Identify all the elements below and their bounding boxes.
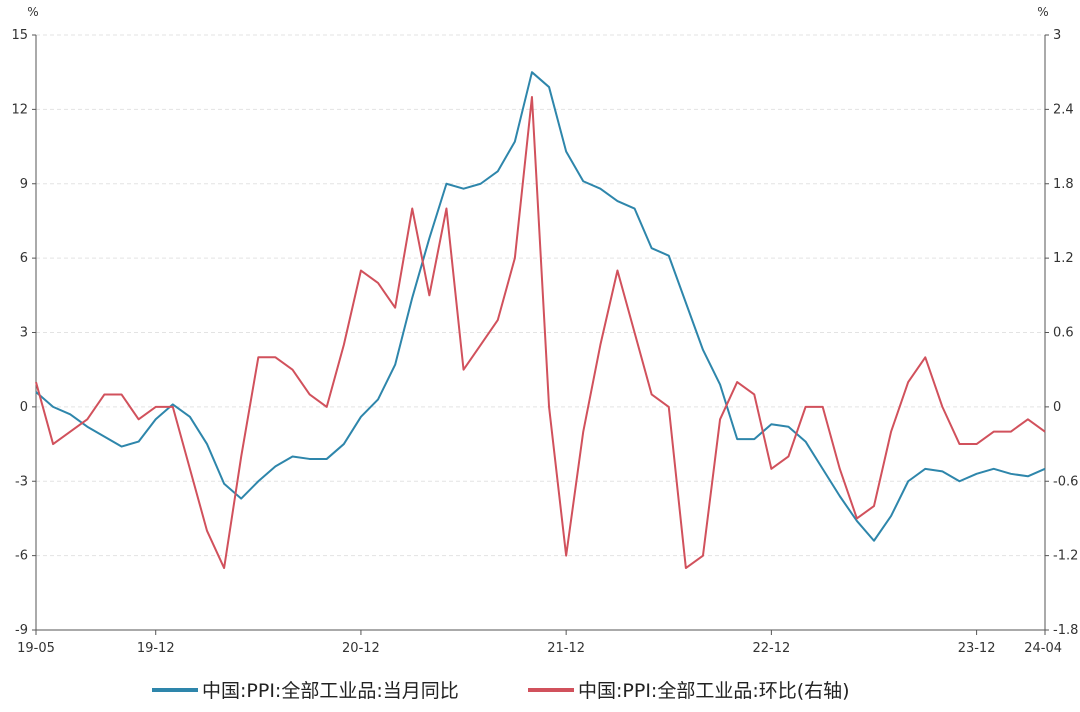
left-tick-label: 3 — [20, 326, 28, 341]
left-tick-label: -3 — [15, 474, 28, 489]
left-axis-unit: % — [27, 5, 38, 19]
series-line-mom — [35, 95, 1046, 570]
axes: 15 12 9 6 3 0 -3 -6 -9 3 2.4 1.8 1.2 0.6 0 -0.6 -1.2 -1.8… — [11, 5, 1078, 656]
legend-label-yoy: 中国:PPI:全部工业品:当月同比 — [202, 680, 459, 702]
left-tick-label: 12 — [11, 102, 28, 117]
left-tick-label: 9 — [20, 177, 28, 192]
legend-label-mom: 中国:PPI:全部工业品:环比(右轴) — [578, 680, 850, 702]
x-tick-label: 22-12 — [752, 641, 790, 656]
right-tick-label: -0.6 — [1053, 474, 1078, 489]
x-tick-label: 19-05 — [17, 641, 55, 656]
x-tick-label: 23-12 — [958, 641, 996, 656]
left-tick-label: 0 — [20, 400, 28, 415]
right-tick-label: 0 — [1053, 400, 1061, 415]
x-tick-label: 21-12 — [547, 641, 585, 656]
series-lines — [35, 71, 1046, 570]
right-tick-label: 0.6 — [1053, 326, 1074, 341]
right-tick-label: 3 — [1053, 28, 1061, 43]
right-tick-label: 1.8 — [1053, 177, 1074, 192]
left-tick-label: 6 — [20, 251, 28, 266]
gridlines — [36, 34, 1045, 631]
left-tick-label: -9 — [15, 623, 28, 638]
legend: 中国:PPI:全部工业品:当月同比 中国:PPI:全部工业品:环比(右轴) — [152, 680, 850, 702]
series-line-yoy — [35, 71, 1046, 542]
x-tick-label: 19-12 — [137, 641, 175, 656]
right-tick-label: -1.8 — [1053, 623, 1078, 638]
right-axis-unit: % — [1037, 5, 1048, 19]
right-tick-label: 2.4 — [1053, 102, 1074, 117]
right-tick-label: -1.2 — [1053, 549, 1078, 564]
x-tick-label: 24-04 — [1024, 641, 1062, 656]
left-tick-label: -6 — [15, 549, 28, 564]
left-tick-label: 15 — [11, 28, 28, 43]
x-tick-label: 20-12 — [342, 641, 380, 656]
right-tick-label: 1.2 — [1053, 251, 1074, 266]
